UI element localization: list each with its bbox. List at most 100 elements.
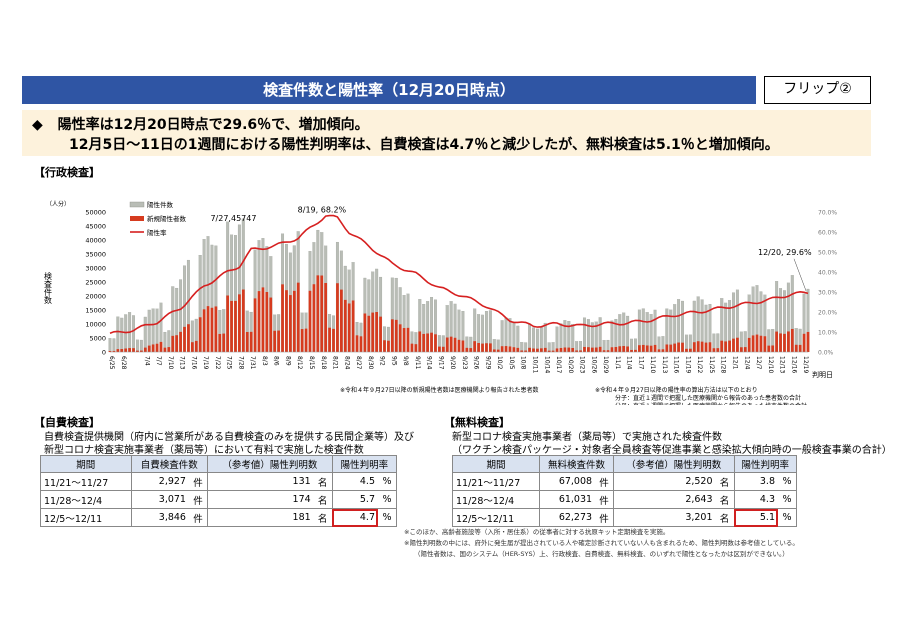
- positive-bar: [512, 347, 516, 352]
- x-tick-label: 8/27: [355, 356, 362, 370]
- positive-bar: [489, 343, 492, 352]
- positive-bar: [465, 347, 469, 352]
- test-bar: [598, 317, 602, 353]
- period-cell: 11/21～11/27: [40, 472, 132, 491]
- y2-tick-label: 0.0%: [818, 350, 834, 357]
- positive-bar: [257, 291, 261, 352]
- positive-bar: [230, 300, 233, 352]
- positive-cell: 2,520: [613, 472, 716, 491]
- x-tick-label: 11/22: [696, 356, 703, 373]
- positive-bar: [265, 291, 269, 352]
- positive-bar: [485, 343, 488, 352]
- test-bar: [543, 322, 547, 353]
- positive-bar: [167, 347, 171, 352]
- positive-bar: [108, 351, 112, 352]
- positive-bar: [383, 340, 386, 352]
- positive-bar: [194, 340, 198, 352]
- positive-bar: [245, 331, 249, 352]
- positive-bar: [724, 341, 728, 352]
- positive-bar: [794, 344, 798, 352]
- positive-bar: [779, 333, 782, 352]
- positive-bar: [308, 290, 312, 352]
- positive-bar: [555, 348, 559, 352]
- x-tick-label: 11/28: [720, 356, 727, 373]
- x-tick-label: 6/28: [120, 356, 127, 370]
- rate-cell: 5.7: [331, 490, 378, 509]
- positive-bar: [214, 306, 218, 352]
- positive-bar: [759, 335, 763, 352]
- positive-bar: [202, 309, 206, 352]
- x-tick-label: 12/16: [790, 356, 797, 373]
- positive-bar: [532, 348, 535, 352]
- positive-bar: [277, 330, 280, 352]
- annotation-latest-rate: 12/20, 29.6%: [758, 248, 812, 257]
- x-tick-label: 12/1: [731, 356, 738, 370]
- period-cell: 11/28～12/4: [40, 490, 132, 509]
- x-tick-label: 10/8: [520, 356, 527, 370]
- unit-cell: %: [378, 508, 397, 527]
- test-bar: [583, 317, 586, 353]
- y-tick-label: 20000: [85, 293, 106, 301]
- self-pay-table: 期間 自費検査件数 （参考値）陽性判明数 陽性判明率 11/21～11/27 2…: [40, 455, 398, 527]
- period-cell: 12/5～12/11: [40, 508, 132, 527]
- positive-bar: [767, 345, 771, 352]
- x-tick-label: 10/17: [555, 356, 562, 373]
- positive-bar: [324, 282, 328, 352]
- positive-bar: [300, 329, 304, 352]
- x-tick-label: 9/29: [484, 356, 491, 370]
- positive-bar: [449, 336, 453, 352]
- legend-label-rate: 陽性率: [147, 228, 167, 237]
- x-tick-label: 9/11: [414, 356, 421, 370]
- positive-bar: [430, 332, 433, 352]
- period-cell: 12/5～12/11: [452, 508, 540, 527]
- positive-bar: [285, 290, 288, 352]
- positive-bar: [673, 343, 677, 352]
- x-tick-label: 9/14: [426, 356, 433, 370]
- positive-bar: [583, 346, 586, 352]
- x-tick-label: 11/1: [614, 356, 621, 370]
- positive-bar: [594, 347, 598, 352]
- y-tick-label: 30000: [85, 265, 106, 273]
- positive-bar: [787, 331, 790, 352]
- y-tick-label: 25000: [85, 279, 106, 287]
- y-tick-label: 5000: [89, 335, 106, 343]
- unit-cell: 名: [313, 472, 333, 491]
- positive-bar: [477, 343, 480, 352]
- flip-label: フリップ②: [764, 76, 871, 104]
- positive-bar: [453, 337, 457, 352]
- unit-cell: 名: [715, 490, 735, 509]
- positive-bar: [712, 348, 716, 352]
- test-bar: [135, 339, 139, 353]
- positive-bar: [775, 331, 778, 352]
- summary-box: ◆ 陽性率は12月20日時点で29.6％で、増加傾向。 12月5日～11日の1週…: [22, 110, 871, 156]
- positive-bar: [665, 344, 669, 352]
- test-bar: [539, 326, 543, 353]
- positive-bar: [551, 350, 555, 352]
- unit-cell: 件: [595, 490, 615, 509]
- positive-bar: [618, 346, 622, 352]
- x-tick-label: 7/28: [237, 356, 244, 370]
- positive-bar: [316, 275, 320, 352]
- annotation-peak-tests: 7/27,45747: [210, 214, 256, 223]
- positive-bar: [218, 333, 222, 352]
- unit-cell: 件: [188, 472, 208, 491]
- positive-bar: [685, 348, 688, 352]
- x-tick-label: 12/7: [755, 356, 762, 370]
- positive-bar: [320, 275, 324, 352]
- free-desc-2: （ワクチン検査パッケージ・対象者全員検査等促進事業と感染拡大傾向時の一般検査事業…: [452, 445, 892, 456]
- x-tick-label: 8/18: [320, 356, 327, 370]
- unit-cell: 件: [595, 508, 615, 527]
- positive-bar: [739, 347, 743, 352]
- positive-bar: [163, 347, 167, 352]
- positive-bar: [645, 345, 649, 352]
- unit-cell: 名: [715, 508, 735, 527]
- unit-cell: %: [378, 472, 397, 491]
- count-cell: 62,273: [539, 508, 596, 527]
- test-bar: [571, 324, 575, 353]
- count-cell: 2,927: [130, 472, 189, 491]
- positive-bar: [524, 350, 528, 352]
- positive-bar: [171, 335, 175, 352]
- unit-cell: 件: [595, 472, 615, 491]
- test-bar: [535, 328, 539, 353]
- positive-bar: [579, 350, 582, 352]
